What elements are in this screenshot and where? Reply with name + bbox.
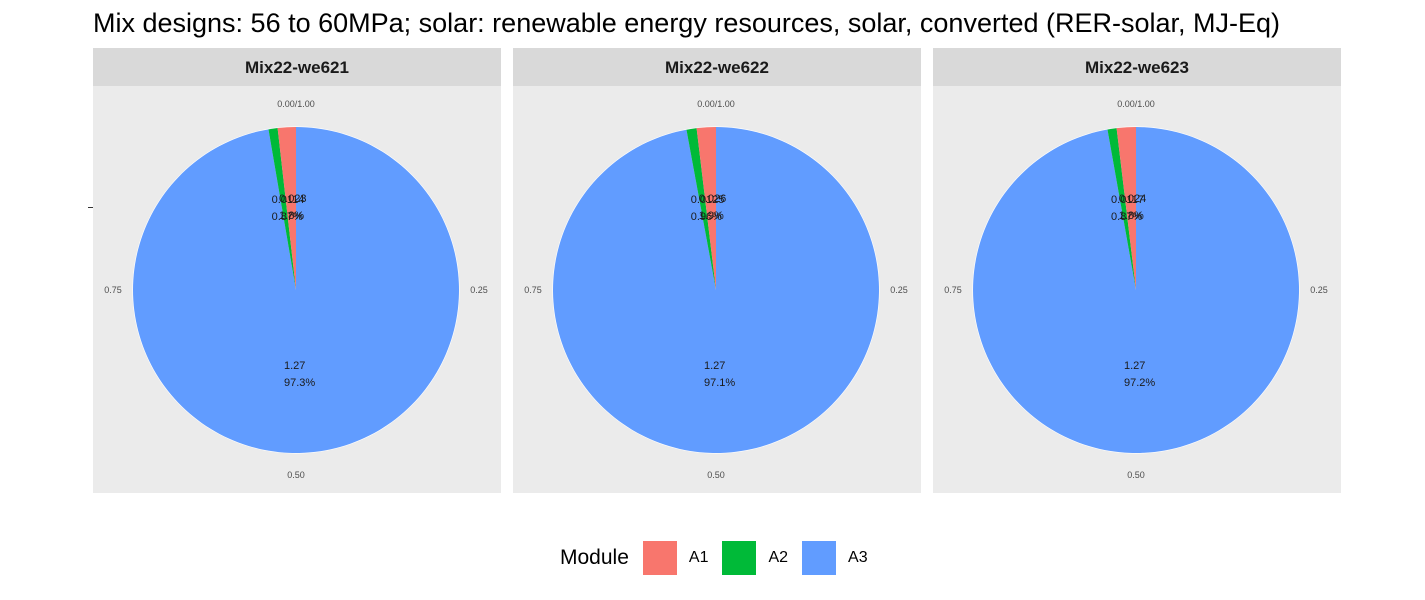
axis-tick-mark xyxy=(88,207,93,208)
chart-title: Mix designs: 56 to 60MPa; solar: renewab… xyxy=(93,8,1281,38)
facet-strip-label: Mix22-we621 xyxy=(245,58,349,77)
facet-strip-label: Mix22-we622 xyxy=(665,58,769,77)
legend: Module A1 A2 A3 xyxy=(560,540,882,576)
axis-tick-label: 0.50 xyxy=(287,470,305,480)
axis-tick-label: 0.00/1.00 xyxy=(697,99,735,109)
axis-tick-label: 0.25 xyxy=(890,285,908,295)
data-label-value: 0.0125 xyxy=(691,194,725,206)
pie-slice-a2 xyxy=(686,128,716,290)
legend-key-a1 xyxy=(642,541,677,575)
pie-slice-a1 xyxy=(1116,127,1136,290)
pie-slice-a2 xyxy=(1107,128,1136,290)
data-label-value: 0.0114 xyxy=(272,194,305,206)
axis-tick-label: 0.75 xyxy=(104,285,122,295)
data-label-percent: 1.8% xyxy=(1119,210,1144,222)
axis-tick-label: 0.75 xyxy=(944,285,962,295)
data-label-percent: 97.1% xyxy=(704,377,735,389)
pie-slice-a3 xyxy=(973,127,1300,453)
data-label-value: 0.024 xyxy=(1119,193,1147,205)
data-label-value: 0.026 xyxy=(699,193,727,205)
legend-label-a2: A2 xyxy=(768,549,789,566)
data-label-percent: 0.96% xyxy=(691,211,722,223)
facet-strip xyxy=(513,48,921,86)
data-label-percent: 1.9% xyxy=(699,210,724,222)
data-label-value: 1.27 xyxy=(1124,360,1145,372)
axis-tick-label: 0.00/1.00 xyxy=(1117,99,1155,109)
pie-slice-a1 xyxy=(277,127,296,290)
legend-label-a1: A1 xyxy=(688,549,709,566)
axis-tick-label: 0.75 xyxy=(524,285,542,295)
data-label-percent: 97.3% xyxy=(284,377,315,389)
pie-slice-a2 xyxy=(268,128,296,290)
axis-tick-label: 0.50 xyxy=(707,470,725,480)
axis-tick-label: 0.00/1.00 xyxy=(277,99,315,109)
data-label-value: 0.0117 xyxy=(1111,194,1144,206)
data-label-value: 0.023 xyxy=(279,193,307,205)
legend-key-a3 xyxy=(802,541,837,575)
axis-tick-label: 0.50 xyxy=(1127,470,1145,480)
legend-label-a3: A3 xyxy=(848,549,868,566)
axis-tick-label: 0.25 xyxy=(470,285,488,295)
legend-key-a2 xyxy=(722,541,757,575)
data-label-percent: 0.87% xyxy=(272,211,303,223)
data-label-value: 1.27 xyxy=(704,360,725,372)
pie-slice-a3 xyxy=(133,127,460,453)
data-label-value: 1.27 xyxy=(284,360,305,372)
facet-strip xyxy=(933,48,1341,86)
axis-tick-label: 0.25 xyxy=(1310,285,1328,295)
data-label-percent: 0.87% xyxy=(1111,211,1142,223)
pie-slice-a3 xyxy=(553,127,880,453)
pie-slice-a1 xyxy=(696,127,716,290)
data-label-percent: 1.8% xyxy=(279,210,304,222)
legend-title: Module xyxy=(560,546,629,569)
data-label-percent: 97.2% xyxy=(1124,377,1155,389)
facet-strip xyxy=(93,48,501,86)
facet-strip-label: Mix22-we623 xyxy=(1085,58,1189,77)
